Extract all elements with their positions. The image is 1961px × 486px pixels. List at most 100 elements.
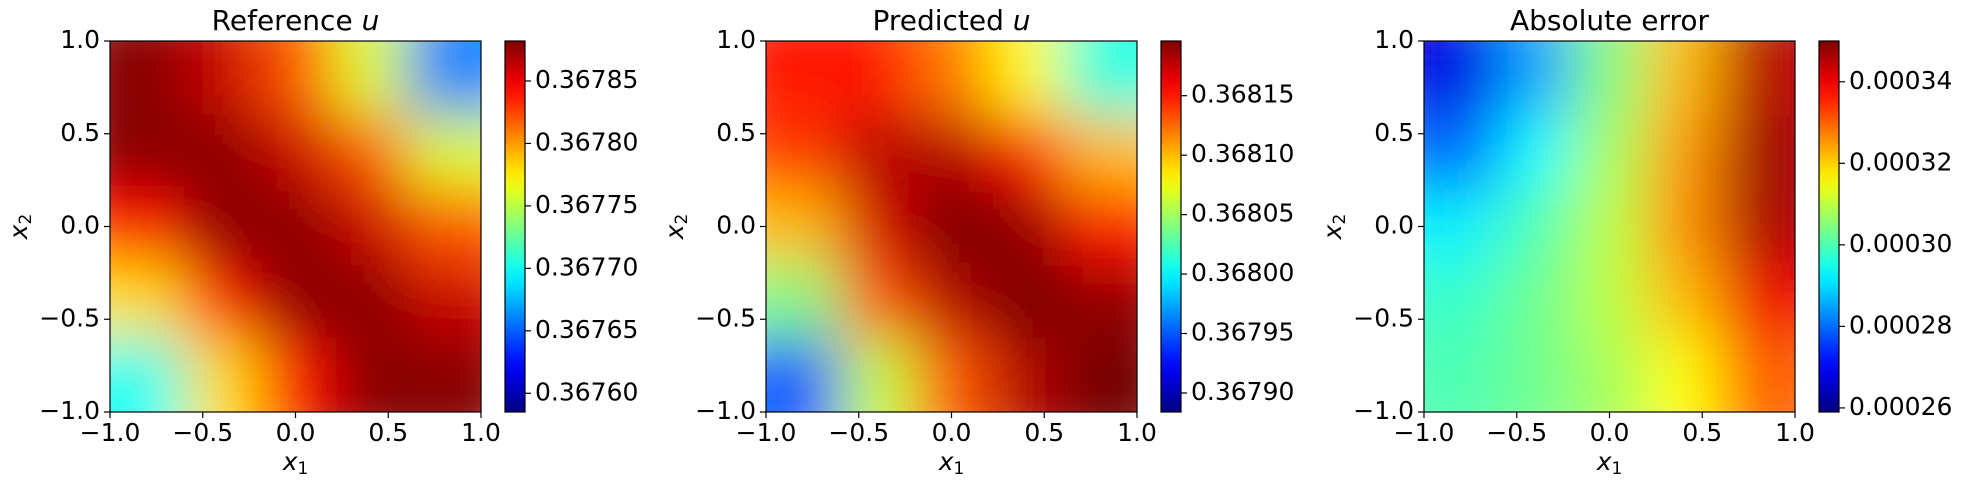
colorbar [504, 40, 526, 413]
y-axis-label-sub: 2 [16, 214, 36, 225]
panel: −1.0 −0.5 0.0 0.5 1.0 −1.0 −0.5 0.0 0.5 1.0 Absolu… [1318, 4, 1952, 479]
heatmap-cell [406, 263, 481, 339]
colorbar-tick-label: 0.36785 [535, 65, 638, 94]
y-tick-label: −0.5 [1353, 303, 1414, 332]
heatmap-cell [1062, 263, 1137, 339]
x-axis-label: x1 [282, 447, 309, 479]
heatmap-cell [766, 189, 841, 265]
x-tick-label: 1.0 [1775, 418, 1815, 447]
x-axis-label: x1 [1596, 447, 1623, 479]
x-tick-label: 0.0 [932, 418, 972, 447]
heatmap-cell [1572, 189, 1648, 265]
chart-title: Predicted u [872, 4, 1030, 37]
y-tick-label: −1.0 [39, 396, 100, 425]
heatmap-cell [840, 189, 915, 265]
colorbar-tick-label: 0.00032 [1849, 147, 1952, 176]
heatmap-cells [1424, 41, 1795, 412]
title-text: Reference [212, 4, 353, 37]
colorbar-tick-label: 0.36790 [1191, 377, 1294, 406]
y-tick-label: 1.0 [716, 25, 756, 54]
heatmap-cell [1424, 337, 1499, 412]
colorbar [1160, 40, 1182, 413]
x-axis-label-var: x [938, 447, 954, 476]
heatmap-cell [1424, 263, 1499, 339]
title-symbol: u [362, 4, 380, 37]
heatmap-cell [332, 337, 408, 412]
heatmap-cell [914, 115, 990, 190]
y-tick-label: 0.5 [1374, 118, 1414, 147]
heatmap-cell [766, 41, 841, 116]
y-tick-label: 0.0 [1374, 211, 1414, 240]
heatmap-cell [1572, 263, 1648, 339]
heatmap-cells [766, 41, 1137, 412]
heatmap-cell [1498, 189, 1573, 265]
x-axis-label-sub: 1 [1611, 459, 1622, 479]
heatmap-cell [1424, 189, 1499, 265]
heatmap-cell [1720, 115, 1795, 190]
heatmap-area [766, 41, 1137, 412]
y-axis-label-var: x [4, 224, 33, 240]
heatmap-cell [184, 115, 259, 190]
y-axis-label: x2 [1318, 214, 1350, 241]
x-tick-label: 0.5 [1682, 418, 1722, 447]
title-symbol: u [1013, 4, 1031, 37]
y-tick-label: −0.5 [39, 303, 100, 332]
heatmap-cell [1498, 337, 1573, 412]
y-axis-label: x2 [660, 214, 692, 241]
heatmap-cell [1498, 41, 1573, 116]
colorbar-tick-label: 0.36810 [1191, 139, 1294, 168]
x-axis-label-var: x [282, 447, 298, 476]
x-axis-label: x1 [938, 447, 965, 479]
heatmap-cells [110, 41, 481, 412]
y-axis-label-sub: 2 [1330, 214, 1350, 225]
y-tick-label: 0.5 [716, 118, 756, 147]
colorbar-tick-label: 0.00026 [1849, 392, 1952, 421]
heatmap-cell [1424, 41, 1499, 116]
heatmap-cell [1720, 337, 1795, 412]
heatmap-cell [914, 337, 990, 412]
title-text: Absolute error [1510, 4, 1710, 37]
heatmap-cell [1498, 263, 1573, 339]
y-tick-label: −0.5 [695, 303, 756, 332]
heatmap-cell [1062, 41, 1137, 116]
heatmap-cell [1720, 189, 1795, 265]
heatmap-cell [110, 115, 185, 190]
y-tick-label: 0.5 [60, 118, 100, 147]
heatmap-cell [258, 263, 334, 339]
colorbar-tick-label: 0.00034 [1849, 66, 1952, 95]
heatmap-cell [406, 41, 481, 116]
heatmap-cell [184, 189, 259, 265]
x-tick-label: −0.5 [1486, 418, 1547, 447]
heatmap-cell [1572, 41, 1648, 116]
heatmap-cell [840, 115, 915, 190]
heatmap-cell [766, 337, 841, 412]
heatmap-cell [184, 337, 259, 412]
y-axis-label-var: x [1318, 224, 1347, 240]
x-tick-label: −1.0 [80, 418, 141, 447]
heatmap-cell [914, 41, 990, 116]
x-tick-label: 0.5 [368, 418, 408, 447]
y-axis-label-sub: 2 [672, 214, 692, 225]
heatmap-area [110, 41, 481, 412]
x-tick-label: −0.5 [172, 418, 233, 447]
colorbar-tick-label: 0.36760 [535, 377, 638, 406]
y-tick-label: 0.0 [716, 211, 756, 240]
heatmap-cell [988, 115, 1064, 190]
x-tick-label: −1.0 [1394, 418, 1455, 447]
heatmap-cell [1646, 41, 1722, 116]
heatmap-cell [184, 263, 259, 339]
heatmap-cell [258, 189, 334, 265]
heatmap-cell [1646, 337, 1722, 412]
heatmap-cell [258, 41, 334, 116]
heatmap-cell [1062, 337, 1137, 412]
heatmap-cell [766, 115, 841, 190]
heatmap-cell [1720, 41, 1795, 116]
colorbar-tick-label: 0.36800 [1191, 258, 1294, 287]
x-tick-label: 1.0 [1117, 418, 1157, 447]
heatmap-cell [406, 189, 481, 265]
x-tick-label: −0.5 [828, 418, 889, 447]
heatmap-cell [1646, 189, 1722, 265]
heatmap-cell [1572, 337, 1648, 412]
heatmap-cell [1062, 115, 1137, 190]
